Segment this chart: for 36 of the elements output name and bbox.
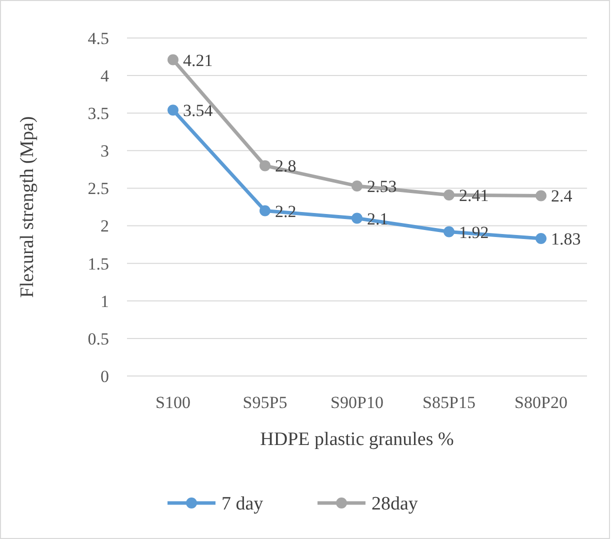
point (536, 190, 546, 202)
y-tick-label: 0 (100, 366, 109, 386)
point (352, 180, 362, 192)
y-tick-label: 4 (100, 66, 110, 86)
legend-label: 28day (372, 494, 418, 515)
y-tick-label: 0.5 (88, 329, 109, 348)
data-label: 4.21 (183, 50, 213, 70)
data-label: 1.83 (551, 230, 581, 249)
point (260, 205, 270, 216)
data-label: 2.53 (367, 176, 397, 196)
y-axis-title: Flexural strength (Mpa) (17, 116, 38, 298)
point (444, 189, 454, 200)
point (168, 54, 178, 66)
legend-label: 7 day (222, 494, 264, 515)
y-tick-label: 1 (100, 292, 109, 311)
y-tick-label: 2.5 (88, 179, 109, 198)
x-tick-label: S95P5 (242, 393, 288, 412)
x-tick-label: S85P15 (422, 393, 476, 412)
y-tick-label: 3.5 (88, 104, 109, 124)
point (444, 226, 454, 238)
data-label: 2.41 (459, 186, 489, 205)
point (260, 160, 270, 172)
x-tick-label: S100 (156, 393, 190, 412)
x-tick-label: S80P20 (514, 393, 568, 412)
y-tick-label: 1.5 (88, 254, 109, 274)
data-label: 2.4 (551, 186, 573, 206)
x-tick-label: S90P10 (330, 393, 384, 412)
data-label: 3.54 (183, 101, 214, 120)
point (168, 104, 178, 116)
point (536, 233, 546, 244)
y-tick-label: 3 (100, 142, 109, 161)
data-label: 2.8 (275, 156, 296, 176)
x-axis-title: HDPE plastic granules % (260, 429, 454, 450)
point (352, 212, 362, 224)
y-tick-label: 2 (100, 216, 109, 236)
y-tick-label: 4.5 (88, 28, 109, 48)
